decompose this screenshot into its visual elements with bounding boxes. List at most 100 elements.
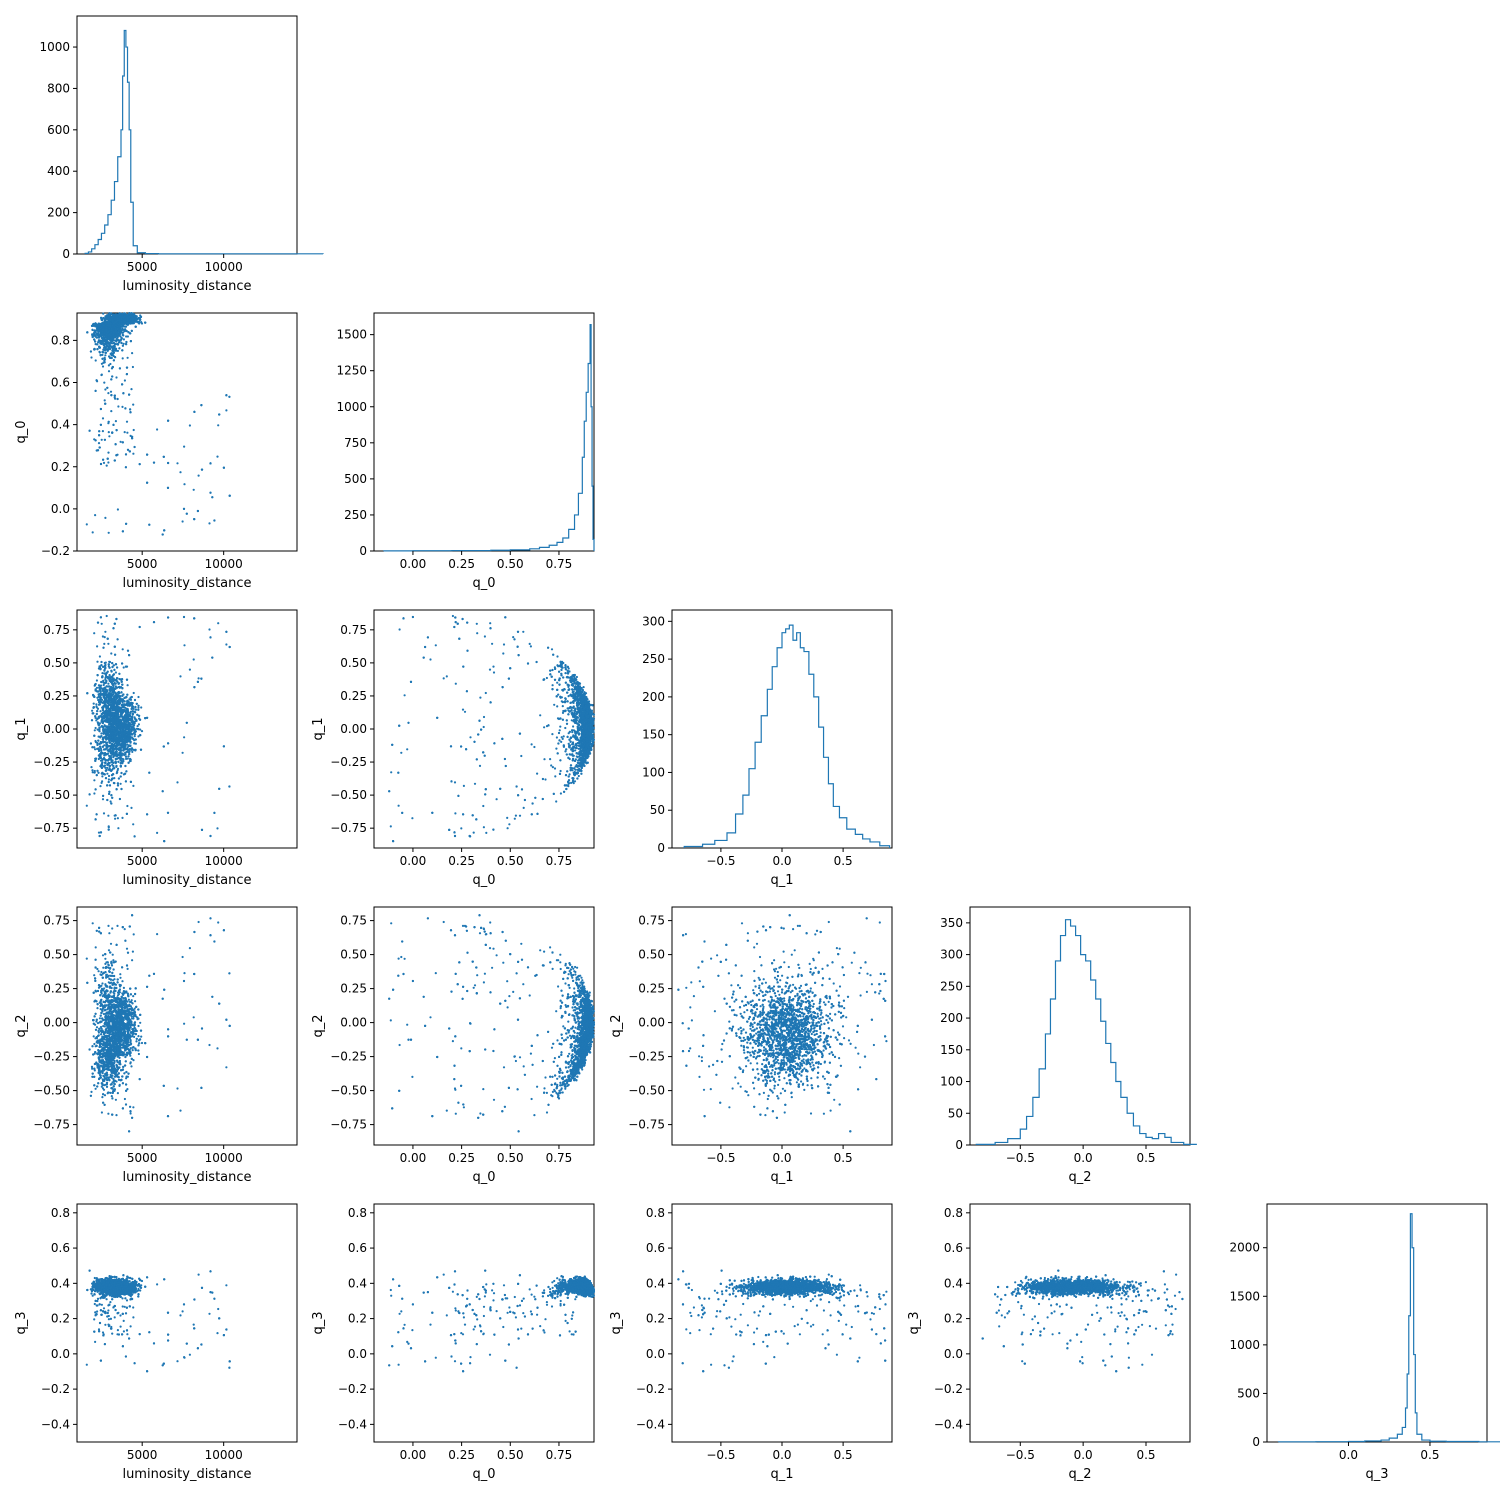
scatter-point: [113, 336, 115, 338]
scatter-point: [197, 510, 199, 512]
scatter-q_1-vs-luminosity_distance: −0.75−0.50−0.250.000.250.500.75q_15000 10…: [14, 610, 297, 888]
scatter-point: [132, 366, 134, 368]
scatter-point: [110, 340, 112, 342]
scatter-point: [140, 706, 142, 708]
scatter-point: [110, 755, 112, 757]
scatter-point: [94, 514, 96, 516]
scatter-point: [183, 483, 185, 485]
y-tick-label: 100: [940, 1075, 963, 1089]
y-tick-label: 0.0: [51, 502, 70, 516]
scatter-point: [108, 775, 110, 777]
scatter-point: [98, 430, 100, 432]
scatter-point: [86, 805, 88, 807]
scatter-point: [93, 332, 95, 334]
x-axis-label: q_2: [1068, 1170, 1091, 1185]
scatter-point: [104, 388, 106, 390]
y-tick-label: 500: [1237, 1386, 1260, 1400]
x-tick-label: 0.00: [400, 557, 427, 571]
scatter-point: [98, 346, 100, 348]
x-axis-label: luminosity_distance: [122, 279, 251, 294]
scatter-point: [117, 508, 119, 510]
scatter-point: [115, 350, 117, 352]
scatter-point: [138, 321, 140, 323]
scatter-point: [102, 317, 104, 319]
scatter-point: [217, 622, 219, 624]
x-tick-label: 0.0: [1074, 1151, 1093, 1165]
scatter-point: [102, 328, 104, 330]
scatter-point: [123, 343, 125, 345]
scatter-point: [141, 730, 143, 732]
scatter-point: [112, 319, 114, 321]
y-tick-label: 0: [1252, 1435, 1260, 1449]
scatter-point: [110, 391, 112, 393]
scatter-point: [121, 406, 123, 408]
scatter-point: [117, 817, 119, 819]
scatter-point: [96, 343, 98, 345]
scatter-point: [124, 431, 126, 433]
scatter-point: [111, 432, 113, 434]
scatter-point: [106, 326, 108, 328]
scatter-point: [121, 817, 123, 819]
scatter-point: [131, 751, 133, 753]
scatter-point: [120, 321, 122, 323]
scatter-point: [121, 337, 123, 339]
scatter-point: [225, 394, 227, 396]
scatter-point: [122, 441, 124, 443]
scatter-point: [183, 446, 185, 448]
scatter-point: [108, 421, 110, 423]
scatter-point: [131, 318, 133, 320]
scatter-point: [118, 314, 120, 316]
scatter-point: [122, 334, 124, 336]
scatter-point: [102, 330, 104, 332]
y-tick-label: 1500: [336, 328, 367, 342]
scatter-point: [146, 482, 148, 484]
scatter-point: [126, 319, 128, 321]
x-axis-label: luminosity_distance: [122, 576, 251, 591]
scatter-point: [107, 315, 109, 317]
y-tick-label: 500: [344, 472, 367, 486]
scatter-point: [100, 317, 102, 319]
scatter-point: [124, 379, 126, 381]
scatter-point: [107, 643, 109, 645]
y-tick-label: 0: [657, 841, 665, 855]
histogram-step: [976, 920, 1196, 1145]
scatter-point: [98, 442, 100, 444]
scatter-point: [114, 343, 116, 345]
y-tick-label: 250: [642, 652, 665, 666]
scatter-point: [139, 463, 141, 465]
y-tick-label: 150: [940, 1043, 963, 1057]
scatter-point: [91, 329, 93, 331]
scatter-point: [109, 765, 111, 767]
scatter-point: [163, 456, 165, 458]
scatter-point: [101, 782, 103, 784]
scatter-point: [108, 755, 110, 757]
scatter-point: [104, 349, 106, 351]
scatter-point: [96, 679, 98, 681]
scatter-point: [98, 336, 100, 338]
scatter-point: [112, 366, 114, 368]
scatter-point: [130, 340, 132, 342]
scatter-point: [223, 467, 225, 469]
scatter-point: [98, 832, 100, 834]
scatter-point: [189, 669, 191, 671]
scatter-point: [107, 318, 109, 320]
scatter-point: [107, 452, 109, 454]
scatter-point: [126, 330, 128, 332]
scatter-point: [193, 489, 195, 491]
scatter-point: [113, 359, 115, 361]
y-tick-label: 0: [359, 544, 367, 558]
scatter-point: [124, 326, 126, 328]
scatter-point: [109, 704, 111, 706]
scatter-point: [117, 768, 119, 770]
scatter-point: [120, 342, 122, 344]
y-tick-label: 1500: [1229, 1289, 1260, 1303]
scatter-point: [133, 429, 135, 431]
scatter-point: [108, 431, 110, 433]
scatter-point: [99, 655, 101, 657]
scatter-point: [148, 524, 150, 526]
scatter-point: [104, 439, 106, 441]
scatter-point: [182, 520, 184, 522]
scatter-point: [91, 710, 93, 712]
scatter-point: [137, 317, 139, 319]
scatter-point: [104, 399, 106, 401]
